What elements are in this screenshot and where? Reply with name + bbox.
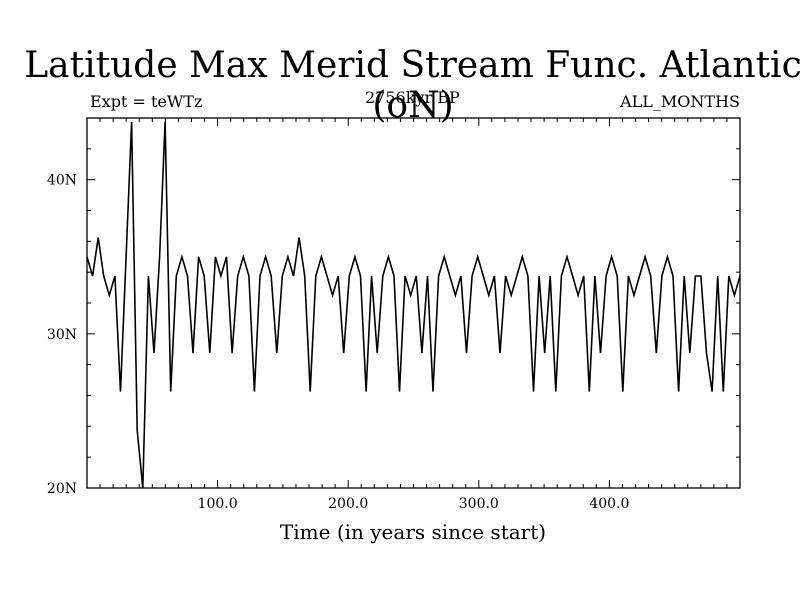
x-tick-label: 400.0: [589, 496, 629, 512]
axis-ticks: 100.0 200.0 300.0 400.0 20N 30N 40N: [47, 118, 740, 512]
x-tick-label: 100.0: [198, 496, 238, 512]
period-label: 2756kyr BP: [365, 88, 460, 107]
plot-frame: [86, 117, 741, 489]
x-tick-label: 200.0: [328, 496, 368, 512]
series-line: [86, 121, 741, 489]
months-label: ALL_MONTHS: [620, 92, 740, 111]
chart-title: Latitude Max Merid Stream Func. Atlantic…: [24, 45, 800, 126]
y-tick-label: 20N: [47, 481, 77, 497]
experiment-label: Expt = teWTz: [90, 92, 203, 111]
x-tick-label: 300.0: [459, 496, 499, 512]
y-tick-label: 30N: [47, 327, 77, 343]
x-axis-label: Time (in years since start): [279, 520, 547, 544]
y-tick-label: 40N: [47, 173, 77, 189]
